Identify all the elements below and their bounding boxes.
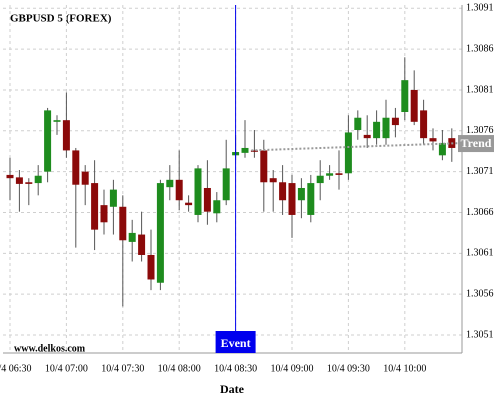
x-tick-label: 10/4 06:30 bbox=[0, 363, 32, 374]
candle-body bbox=[34, 175, 42, 184]
candle-body bbox=[335, 173, 343, 175]
candle-body bbox=[213, 200, 221, 214]
x-tick-label: 10/4 10:00 bbox=[383, 363, 426, 374]
y-tick-label: 1.3071 bbox=[466, 166, 494, 177]
x-tick-label: 10/4 09:00 bbox=[270, 363, 313, 374]
candle-body bbox=[109, 189, 117, 207]
candle-body bbox=[147, 254, 155, 280]
x-tick-label: 10/4 07:00 bbox=[45, 363, 88, 374]
candle-body bbox=[222, 168, 230, 201]
event-box bbox=[215, 331, 256, 353]
event-label: Event bbox=[221, 336, 251, 350]
x-axis-title: Date bbox=[220, 382, 245, 396]
y-tick-label: 1.3091 bbox=[466, 3, 494, 14]
candle-body bbox=[175, 179, 183, 201]
candle-body bbox=[53, 120, 61, 122]
candle-body bbox=[6, 174, 14, 179]
candle-body bbox=[100, 205, 108, 223]
candle-body bbox=[44, 110, 52, 172]
candle-body bbox=[185, 202, 193, 206]
candle-body bbox=[363, 134, 371, 139]
candle-body bbox=[81, 171, 89, 185]
y-tick-label: 1.3086 bbox=[466, 43, 494, 54]
candle-body bbox=[241, 147, 249, 153]
watermark: www.delkos.com bbox=[14, 343, 86, 354]
x-tick-label: 10/4 09:30 bbox=[327, 363, 370, 374]
candle-body bbox=[250, 150, 258, 152]
candle-body bbox=[391, 117, 399, 126]
candle-body bbox=[307, 183, 315, 215]
candle-body bbox=[203, 187, 211, 212]
x-tick-label: 10/4 08:30 bbox=[214, 363, 257, 374]
candle-body bbox=[62, 120, 70, 151]
candle-body bbox=[297, 187, 305, 201]
candle-body bbox=[269, 178, 277, 183]
candle-body bbox=[72, 150, 80, 185]
candle-body bbox=[410, 89, 418, 122]
candle-body bbox=[373, 121, 381, 139]
candle-body bbox=[354, 117, 362, 130]
candle-body bbox=[260, 150, 268, 183]
candle-body bbox=[316, 175, 324, 184]
candle-body bbox=[279, 182, 287, 201]
candle-body bbox=[138, 234, 146, 255]
candle-body bbox=[119, 206, 127, 241]
candle-body bbox=[429, 138, 437, 142]
x-tick-label: 10/4 07:30 bbox=[101, 363, 144, 374]
y-tick-label: 1.3081 bbox=[466, 84, 494, 95]
candle-body bbox=[15, 177, 23, 184]
candle-body bbox=[91, 183, 99, 230]
chart-title: GBPUSD 5 (FOREX) bbox=[10, 13, 112, 25]
y-tick-label: 1.3051 bbox=[466, 329, 494, 340]
candle-body bbox=[401, 80, 409, 113]
candle-body bbox=[288, 183, 296, 215]
candle-body bbox=[166, 179, 174, 188]
trend-label: Trend bbox=[461, 136, 492, 150]
candle-body bbox=[382, 117, 390, 139]
y-tick-label: 1.3066 bbox=[466, 207, 494, 218]
candle-body bbox=[128, 232, 136, 242]
candle-body bbox=[326, 173, 334, 176]
trend-line bbox=[251, 142, 463, 152]
y-tick-label: 1.3056 bbox=[466, 288, 494, 299]
candle-body bbox=[344, 132, 352, 174]
x-tick-label: 10/4 08:00 bbox=[158, 363, 201, 374]
trend-box bbox=[458, 135, 494, 153]
y-tick-label: 1.3076 bbox=[466, 125, 494, 136]
candle-body bbox=[420, 110, 428, 139]
candle-body bbox=[438, 143, 446, 156]
candle-body bbox=[156, 183, 164, 283]
candle-body bbox=[25, 182, 33, 184]
y-tick-label: 1.3061 bbox=[466, 248, 494, 259]
candle-body bbox=[194, 168, 202, 215]
